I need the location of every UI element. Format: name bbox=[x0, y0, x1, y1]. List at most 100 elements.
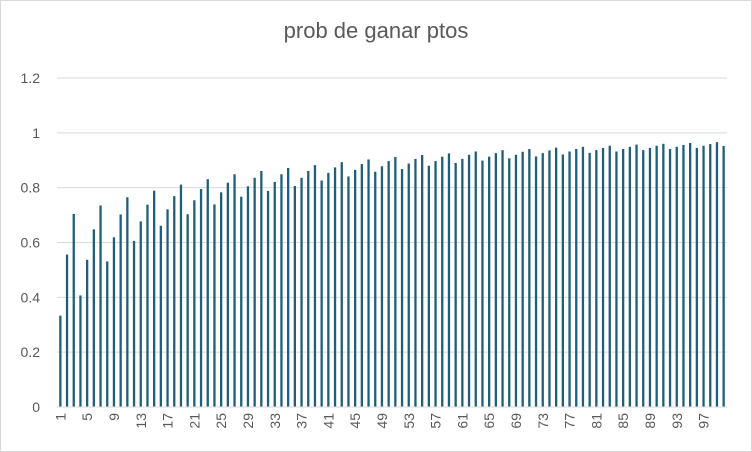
y-tick-label: 0.4 bbox=[21, 289, 41, 305]
bar bbox=[555, 147, 558, 407]
bar bbox=[307, 170, 310, 407]
bar bbox=[501, 150, 504, 408]
bar bbox=[99, 205, 102, 407]
x-tick-label: 53 bbox=[401, 413, 417, 429]
bar bbox=[86, 259, 89, 407]
bar bbox=[374, 171, 377, 407]
bar bbox=[280, 174, 283, 407]
x-tick-label: 89 bbox=[642, 413, 658, 429]
bar bbox=[273, 181, 276, 407]
x-tick-label: 85 bbox=[615, 413, 631, 429]
x-axis-ticks: 1 5 9 13 17 21 25 29 33 37 41 45 49 53 57 61 65 69 73 77 81 8… bbox=[52, 413, 711, 429]
bar bbox=[447, 153, 451, 407]
bar bbox=[153, 190, 156, 407]
bar bbox=[233, 174, 236, 407]
bar bbox=[206, 179, 209, 407]
x-tick-label: 81 bbox=[588, 413, 604, 429]
y-tick-label: 1 bbox=[32, 125, 40, 141]
bar bbox=[72, 213, 75, 407]
bar bbox=[682, 144, 685, 407]
bar bbox=[635, 144, 638, 407]
x-tick-label: 9 bbox=[106, 413, 122, 421]
x-tick-label: 49 bbox=[374, 413, 390, 429]
bar bbox=[709, 144, 712, 407]
bar bbox=[528, 149, 531, 407]
bar bbox=[568, 151, 571, 407]
bar bbox=[407, 163, 410, 407]
bar bbox=[655, 145, 658, 407]
y-tick-label: 0.2 bbox=[21, 344, 41, 360]
x-tick-label: 77 bbox=[562, 413, 578, 429]
x-tick-label: 33 bbox=[267, 413, 283, 429]
bar bbox=[266, 190, 270, 407]
bar bbox=[199, 189, 203, 407]
bar bbox=[642, 150, 645, 408]
x-tick-label: 93 bbox=[669, 413, 685, 429]
y-axis-ticks: 0 0.2 0.4 0.6 0.8 1 1.2 bbox=[21, 70, 41, 415]
bar bbox=[702, 145, 705, 407]
bar bbox=[628, 146, 631, 407]
gridlines bbox=[57, 77, 727, 353]
bar bbox=[327, 172, 330, 407]
bar bbox=[668, 149, 672, 407]
chart-title: prob de ganar ptos bbox=[283, 18, 469, 43]
bar bbox=[340, 162, 343, 407]
bar bbox=[561, 154, 564, 407]
bar bbox=[662, 143, 665, 408]
bar bbox=[588, 152, 591, 407]
bar bbox=[380, 166, 384, 407]
bar bbox=[79, 295, 82, 407]
bar bbox=[548, 150, 551, 407]
bar bbox=[675, 146, 678, 407]
bar bbox=[106, 261, 109, 407]
x-tick-label: 21 bbox=[186, 413, 202, 429]
bar bbox=[119, 214, 122, 407]
bar bbox=[414, 158, 417, 407]
x-tick-label: 61 bbox=[454, 413, 470, 429]
bar bbox=[400, 169, 404, 407]
bar bbox=[481, 160, 484, 407]
bar bbox=[354, 169, 357, 407]
x-tick-label: 65 bbox=[481, 413, 497, 429]
bar bbox=[139, 221, 142, 407]
bar bbox=[179, 184, 183, 407]
bar bbox=[488, 156, 491, 407]
bar bbox=[333, 167, 337, 407]
bar bbox=[608, 145, 611, 407]
x-tick-label: 29 bbox=[240, 413, 256, 429]
y-tick-label: 0 bbox=[32, 399, 40, 415]
bar bbox=[494, 153, 497, 407]
bar-series bbox=[59, 142, 725, 408]
bar bbox=[722, 145, 725, 408]
bar bbox=[159, 225, 162, 407]
bar bbox=[92, 229, 95, 407]
bar bbox=[648, 147, 652, 407]
bar bbox=[59, 315, 62, 407]
bar bbox=[293, 186, 296, 407]
bar bbox=[615, 151, 618, 407]
bar bbox=[454, 162, 457, 407]
bar bbox=[347, 176, 350, 407]
bar bbox=[575, 149, 578, 407]
bar bbox=[689, 142, 692, 408]
bar bbox=[474, 151, 477, 407]
bar bbox=[226, 182, 229, 407]
x-tick-label: 45 bbox=[347, 413, 363, 429]
bar bbox=[534, 156, 538, 407]
bar bbox=[427, 165, 430, 407]
x-tick-label: 1 bbox=[52, 413, 68, 421]
bar bbox=[387, 161, 390, 407]
y-tick-label: 1.2 bbox=[21, 70, 41, 86]
bar bbox=[112, 237, 116, 407]
bar bbox=[166, 209, 169, 407]
bar bbox=[581, 146, 585, 407]
bar bbox=[541, 153, 544, 407]
x-tick-label: 5 bbox=[79, 413, 95, 421]
bar bbox=[186, 214, 189, 407]
bar bbox=[360, 164, 363, 407]
bar bbox=[240, 196, 243, 407]
x-tick-label: 57 bbox=[428, 413, 444, 429]
x-tick-label: 97 bbox=[696, 413, 712, 429]
bar bbox=[193, 200, 196, 407]
